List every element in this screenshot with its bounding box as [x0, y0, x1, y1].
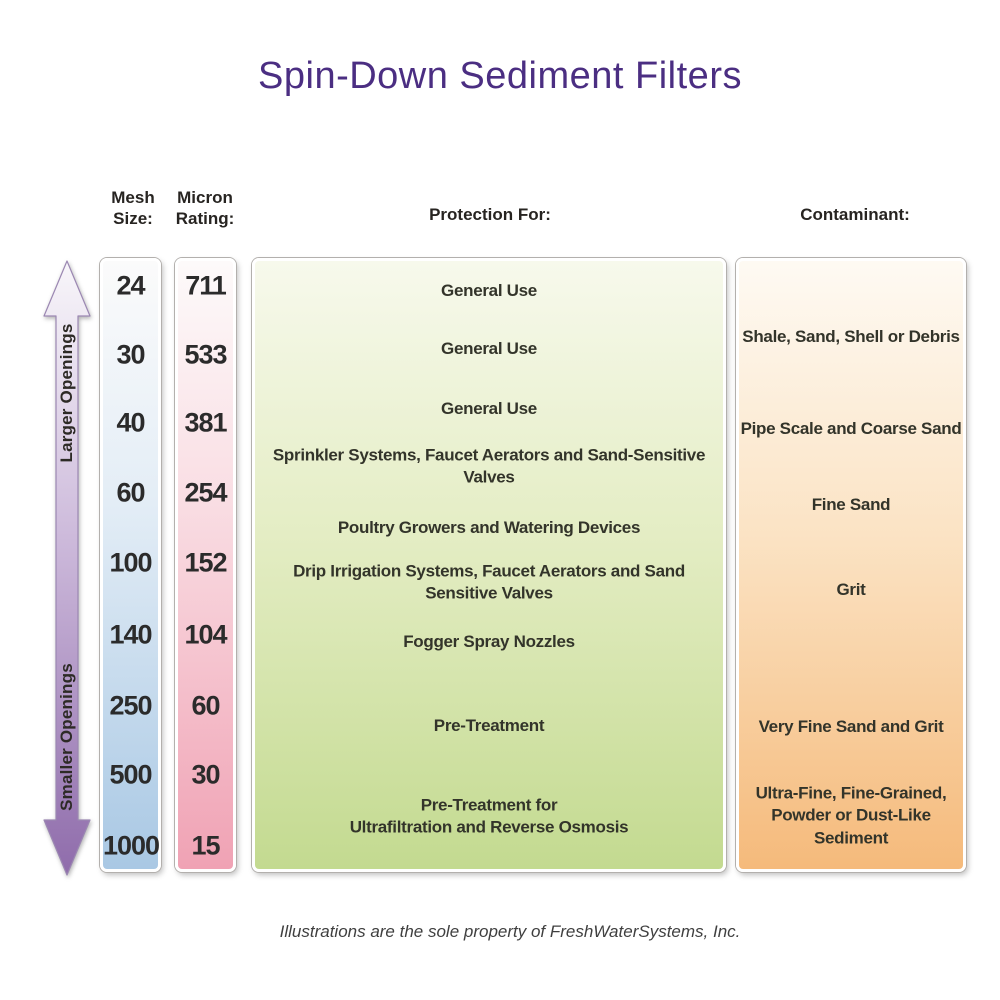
micron-rating-value: 381 — [184, 407, 227, 438]
mesh-size-header: Mesh Size: — [111, 188, 155, 228]
larger-openings-label: Larger Openings — [57, 323, 76, 463]
micron-rating-value: 30 — [191, 759, 220, 790]
protection-item: Fogger Spray Nozzles — [403, 631, 575, 651]
mesh-size-value: 60 — [116, 477, 145, 508]
contaminant-item: Fine Sand — [811, 494, 891, 514]
mesh-size-value: 1000 — [103, 830, 160, 861]
micron-rating-value: 15 — [191, 830, 220, 861]
openings-arrow-icon — [43, 260, 91, 876]
protection-item: Sprinkler Systems, Faucet Aerators and S… — [272, 445, 706, 487]
protection-item: Pre-Treatment for Ultrafiltration and Re… — [349, 795, 629, 837]
mesh-size-value: 24 — [116, 270, 145, 301]
mesh-size-value: 40 — [116, 407, 145, 438]
protection-item: General Use — [441, 338, 537, 358]
micron-rating-value: 711 — [185, 270, 227, 301]
micron-rating-value: 533 — [184, 339, 227, 370]
micron-rating-column: 711 533 381 254 152 104 60 30 15 — [175, 258, 236, 872]
micron-rating-value: 60 — [191, 690, 220, 721]
mesh-size-value: 30 — [116, 339, 145, 370]
protection-item: Drip Irrigation Systems, Faucet Aerators… — [293, 561, 685, 603]
contaminant-item: Grit — [836, 579, 866, 599]
micron-rating-value: 254 — [184, 477, 227, 508]
protection-item: Poultry Growers and Watering Devices — [337, 517, 641, 537]
mesh-size-value: 140 — [109, 619, 152, 650]
protection-item: General Use — [441, 398, 537, 418]
protection-item: General Use — [441, 280, 537, 300]
protection-for-header: Protection For: — [429, 205, 551, 224]
mesh-size-value: 100 — [109, 547, 152, 578]
protection-item: Pre-Treatment — [433, 715, 545, 735]
contaminant-header: Contaminant: — [800, 205, 910, 224]
micron-rating-value: 104 — [184, 619, 227, 650]
contaminant-item: Ultra-Fine, Fine-Grained, Powder or Dust… — [755, 783, 947, 848]
contaminant-item: Very Fine Sand and Grit — [758, 716, 944, 736]
micron-rating-header: Micron Rating: — [175, 188, 235, 228]
page-title: Spin-Down Sediment Filters — [258, 55, 742, 97]
contaminant-item: Pipe Scale and Coarse Sand — [740, 418, 962, 438]
micron-rating-value: 152 — [184, 547, 227, 578]
mesh-size-column: 24 30 40 60 100 140 250 500 1000 — [100, 258, 161, 872]
contaminant-item: Shale, Sand, Shell or Debris — [742, 326, 960, 346]
mesh-size-value: 500 — [109, 759, 152, 790]
contaminant-panel: Shale, Sand, Shell or Debris Pipe Scale a… — [736, 258, 966, 872]
copyright-note: Illustrations are the sole property of F… — [279, 922, 741, 941]
smaller-openings-label: Smaller Openings — [57, 663, 76, 811]
protection-for-panel: General Use General Use General Use Sprinkl… — [252, 258, 726, 872]
mesh-size-value: 250 — [109, 690, 152, 721]
